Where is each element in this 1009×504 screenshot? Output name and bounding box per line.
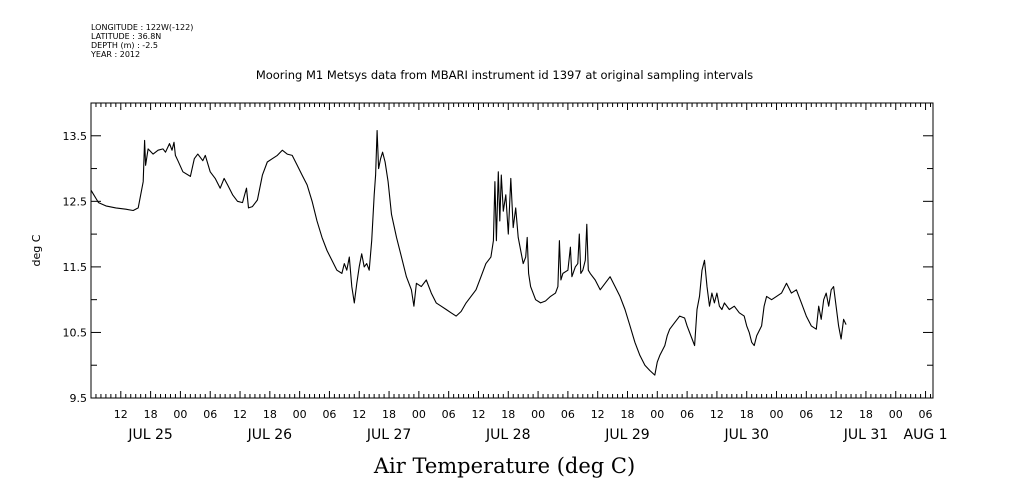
- x-tick-label: 12: [591, 408, 605, 421]
- x-tick-label: 18: [620, 408, 634, 421]
- x-tick-label: 06: [322, 408, 336, 421]
- x-day-label: JUL 27: [366, 427, 411, 443]
- x-tick-label: 12: [114, 408, 128, 421]
- x-tick-label: 00: [770, 408, 784, 421]
- x-day-label: JUL 25: [127, 427, 172, 443]
- x-day-label: JUL 29: [604, 427, 649, 443]
- x-day-label: AUG 1: [904, 427, 948, 443]
- longitude-label: LONGITUDE : 122W(-122): [91, 23, 194, 32]
- x-axis-label: Air Temperature (deg C): [373, 454, 636, 478]
- x-tick-label: 00: [412, 408, 426, 421]
- x-tick-label: 06: [442, 408, 456, 421]
- x-tick-label: 12: [233, 408, 247, 421]
- y-tick-label: 10.5: [63, 326, 88, 339]
- x-tick-label: 00: [650, 408, 664, 421]
- x-day-label: JUL 31: [843, 427, 888, 443]
- x-tick-label: 00: [889, 408, 903, 421]
- x-day-label: JUL 26: [247, 427, 293, 443]
- x-tick-label: 18: [501, 408, 515, 421]
- chart-title: Mooring M1 Metsys data from MBARI instru…: [255, 68, 754, 82]
- x-tick-label: 12: [352, 408, 366, 421]
- year-label: YEAR : 2012: [91, 50, 141, 59]
- x-tick-label: 18: [740, 408, 754, 421]
- x-tick-label: 12: [829, 408, 843, 421]
- x-tick-label: 06: [561, 408, 575, 421]
- x-tick-label: 18: [263, 408, 277, 421]
- x-tick-label: 00: [293, 408, 307, 421]
- y-axis-label: deg C: [30, 234, 43, 266]
- x-tick-label: 06: [919, 408, 933, 421]
- air-temperature-series-line: [90, 129, 847, 376]
- x-tick-label: 06: [203, 408, 217, 421]
- plot-frame: [90, 102, 934, 399]
- x-tick-label: 06: [680, 408, 694, 421]
- x-tick-label: 12: [471, 408, 485, 421]
- y-tick-label: 11.5: [63, 261, 88, 274]
- x-day-label: JUL 28: [485, 427, 530, 443]
- y-tick-label: 13.5: [63, 130, 88, 143]
- x-tick-label: 18: [859, 408, 873, 421]
- x-day-label: JUL 30: [723, 427, 768, 443]
- y-tick-label: 12.5: [63, 195, 88, 208]
- x-tick-label: 18: [144, 408, 158, 421]
- depth-label: DEPTH (m) : -2.5: [91, 41, 158, 50]
- x-tick-label: 00: [531, 408, 545, 421]
- latitude-label: LATITUDE : 36.8N: [91, 32, 162, 41]
- x-tick-label: 00: [173, 408, 187, 421]
- x-tick-label: 06: [799, 408, 813, 421]
- x-tick-label: 12: [710, 408, 724, 421]
- y-tick-label: 9.5: [70, 392, 88, 405]
- x-tick-label: 18: [382, 408, 396, 421]
